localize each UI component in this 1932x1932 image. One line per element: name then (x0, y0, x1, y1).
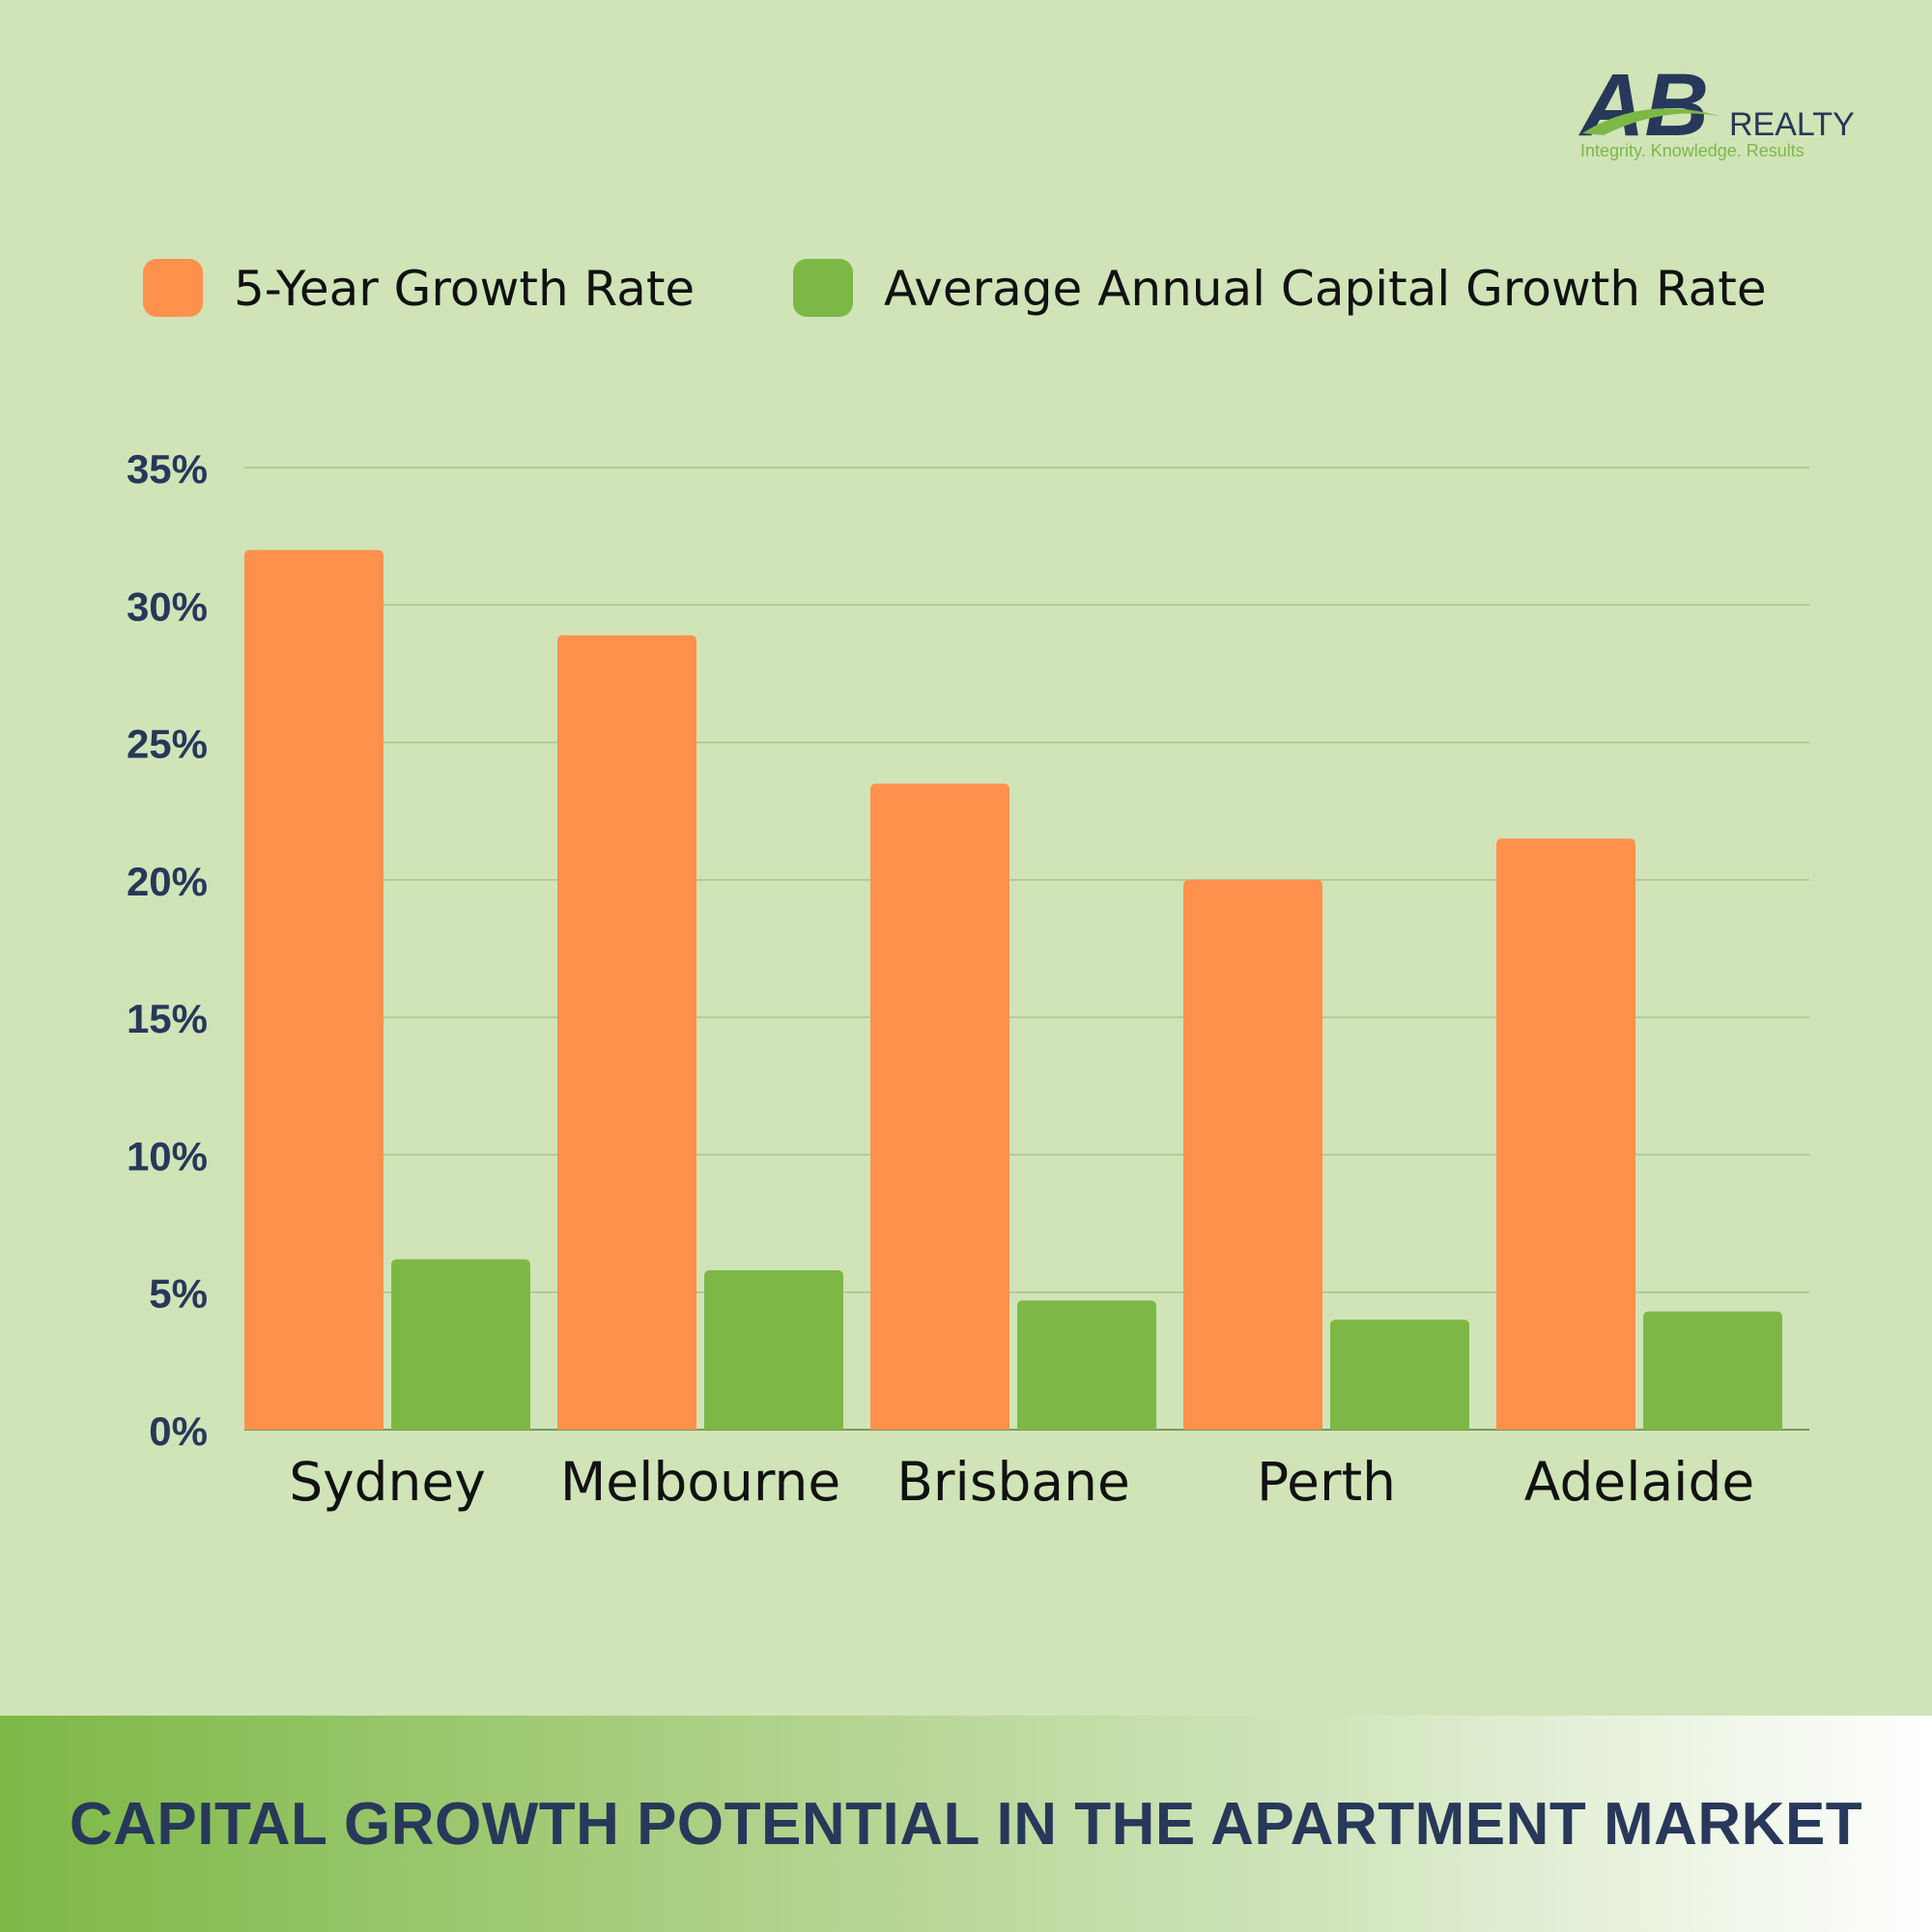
bar-perth-annual (1330, 1320, 1469, 1430)
logo-word: REALTY (1729, 106, 1855, 143)
legend-swatch (793, 259, 853, 317)
bar-melbourne-annual (704, 1269, 843, 1430)
y-tick-label: 25% (127, 722, 208, 767)
y-tick-label: 0% (149, 1408, 208, 1454)
bar-brisbane-annual (1017, 1300, 1156, 1430)
y-tick-label: 30% (127, 583, 208, 629)
footer-banner: CAPITAL GROWTH POTENTIAL IN THE APARTMEN… (0, 1716, 1932, 1932)
bar-brisbane-five-year (870, 783, 1009, 1430)
y-axis: 0% 5% 10% 15% 20% 25% 30% 35% (127, 446, 208, 1454)
logo-tagline: Integrity. Knowledge. Results (1580, 141, 1804, 160)
y-tick-label: 15% (127, 996, 208, 1041)
ab-realty-logo: AB REALTY Integrity. Knowledge. Results (1578, 56, 1855, 160)
x-tick-label: Sydney (289, 1451, 486, 1513)
bar-adelaide-annual (1643, 1311, 1782, 1430)
legend-swatch (143, 259, 203, 317)
footer-title: CAPITAL GROWTH POTENTIAL IN THE APARTMEN… (69, 1790, 1863, 1858)
legend-label: Average Annual Capital Growth Rate (884, 261, 1767, 317)
bar-perth-five-year (1183, 879, 1322, 1430)
x-tick-label: Perth (1257, 1451, 1396, 1513)
bar-sydney-annual (391, 1259, 530, 1430)
x-tick-label: Adelaide (1524, 1451, 1754, 1513)
x-tick-label: Brisbane (896, 1451, 1130, 1513)
chart-legend: 5-Year Growth Rate Average Annual Capital… (143, 259, 1767, 317)
y-tick-label: 35% (127, 446, 208, 492)
logo-swoosh-icon (1582, 108, 1719, 135)
y-tick-label: 20% (127, 859, 208, 904)
bar-chart: 5-Year Growth Rate Average Annual Capital… (127, 259, 1809, 1513)
x-tick-label: Melbourne (560, 1451, 840, 1513)
legend-label: 5-Year Growth Rate (234, 261, 695, 317)
x-axis: Sydney Melbourne Brisbane Perth Adelaide (289, 1451, 1754, 1513)
logo-mark: AB (1578, 56, 1709, 155)
y-tick-label: 5% (149, 1271, 208, 1317)
bar-sydney-five-year (244, 550, 384, 1430)
bar-melbourne-five-year (557, 635, 696, 1430)
y-tick-label: 10% (127, 1133, 208, 1179)
bar-adelaide-five-year (1496, 838, 1635, 1430)
chart-bars (244, 550, 1782, 1430)
